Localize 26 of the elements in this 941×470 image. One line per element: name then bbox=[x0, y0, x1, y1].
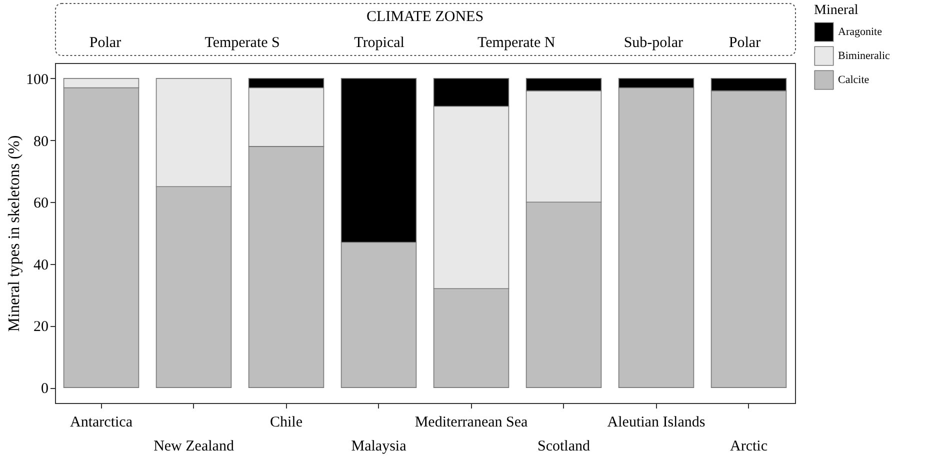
x-tick-label: New Zealand bbox=[154, 438, 234, 454]
text: Tropical bbox=[354, 35, 404, 51]
y-tick-label: 0 bbox=[41, 381, 48, 398]
y-tick-label: 80 bbox=[34, 134, 48, 150]
y-tick-label: 40 bbox=[34, 257, 48, 274]
text: Sub-polar bbox=[624, 35, 683, 51]
x-tick-label: Scotland bbox=[538, 438, 590, 454]
x-tick-label: Malaysia bbox=[351, 438, 407, 454]
legend-label: Bimineralic bbox=[838, 50, 890, 62]
text: CLIMATE ZONES bbox=[366, 9, 484, 25]
x-tick-label: Chile bbox=[270, 414, 303, 430]
y-tick-label: 20 bbox=[34, 319, 48, 336]
legend-label: Calcite bbox=[838, 74, 870, 86]
text: Temperate N bbox=[478, 35, 556, 51]
x-tick-label: Mediterranean Sea bbox=[414, 414, 528, 430]
text: Polar bbox=[89, 35, 122, 51]
y-axis-title: Mineral types in skeletons (%) bbox=[6, 135, 23, 332]
x-tick-label: Aleutian Islands bbox=[607, 414, 706, 430]
x-tick-label: Arctic bbox=[730, 438, 768, 454]
legend-title: Mineral bbox=[814, 3, 858, 18]
legend-label: Aragonite bbox=[838, 26, 882, 38]
y-tick-label: 100 bbox=[26, 72, 48, 88]
x-tick-label: Antarctica bbox=[70, 414, 133, 430]
y-tick-label: 60 bbox=[34, 196, 48, 212]
text: Polar bbox=[728, 35, 761, 51]
text: Temperate S bbox=[204, 35, 280, 51]
